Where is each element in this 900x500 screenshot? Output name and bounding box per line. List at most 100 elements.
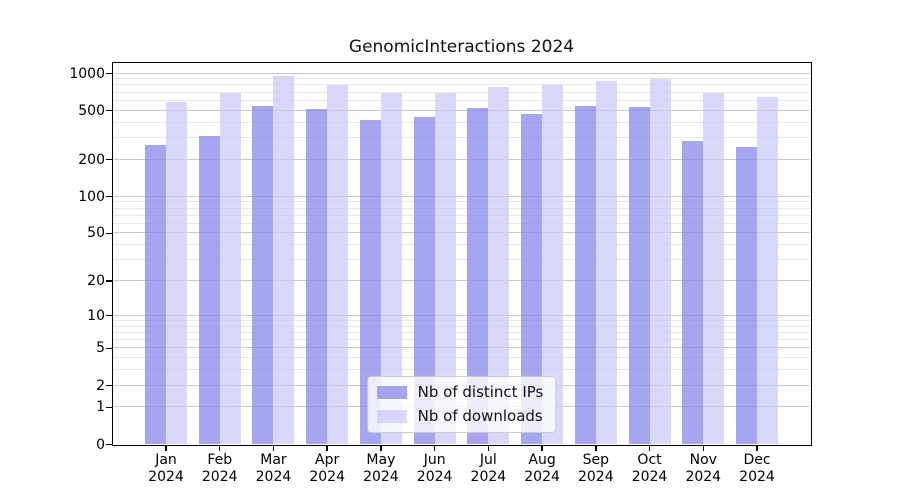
x-tick-month: Mar <box>260 452 287 468</box>
y-gridline-minor <box>113 121 810 123</box>
x-tick-mark <box>541 444 543 451</box>
y-tick-label: 50 <box>87 225 105 242</box>
x-tick-label: Jan 2024 <box>134 452 198 486</box>
legend-item-downloads: Nb of downloads <box>376 407 544 425</box>
y-gridline-major <box>113 280 810 281</box>
x-tick-month: Aug <box>528 452 556 468</box>
x-tick-label: Oct 2024 <box>618 452 682 486</box>
y-gridline-major <box>113 195 810 197</box>
x-tick-year: 2024 <box>470 469 507 485</box>
bar-distinct-ips <box>467 108 489 444</box>
y-gridline-minor <box>113 369 810 371</box>
y-tick-mark <box>106 280 113 282</box>
x-tick-month: Jun <box>423 452 446 468</box>
x-tick-mark <box>648 444 651 451</box>
x-tick-year: 2024 <box>577 469 614 485</box>
x-tick-month: Jan <box>155 452 177 468</box>
y-gridline-minor <box>113 214 810 216</box>
bar-distinct-ips <box>628 107 650 444</box>
y-tick-label: 10 <box>87 307 105 324</box>
y-gridline-minor <box>113 325 810 327</box>
y-tick-label: 1000 <box>69 65 105 82</box>
x-tick-mark <box>595 444 597 451</box>
y-tick-mark <box>106 158 113 161</box>
y-tick-label: 20 <box>87 273 105 289</box>
x-tick-year: 2024 <box>309 469 345 485</box>
x-tick-month: Jul <box>479 452 497 468</box>
legend-label-distinct-ips: Nb of distinct IPs <box>417 383 544 401</box>
x-tick-mark <box>218 444 221 451</box>
y-gridline-minor <box>113 91 810 93</box>
x-tick-year: 2024 <box>685 469 722 485</box>
bar-downloads <box>380 93 402 444</box>
bar-downloads <box>757 96 778 444</box>
y-tick-label: 5 <box>96 340 105 357</box>
y-gridline-major <box>113 347 810 349</box>
y-tick-mark <box>106 109 113 112</box>
y-tick-mark <box>106 443 113 446</box>
bar-distinct-ips <box>359 120 381 444</box>
x-tick-year: 2024 <box>255 469 292 485</box>
x-tick-mark <box>756 444 758 451</box>
y-tick-mark <box>106 195 113 198</box>
y-gridline-minor <box>113 99 810 101</box>
x-tick-year: 2024 <box>363 469 399 485</box>
legend: Nb of distinct IPs Nb of downloads <box>366 376 557 433</box>
x-tick-month: Dec <box>743 452 771 468</box>
x-tick-mark <box>165 444 167 451</box>
y-gridline-major <box>113 232 810 234</box>
bar-distinct-ips <box>736 146 757 444</box>
y-tick-mark <box>106 406 113 409</box>
legend-item-distinct-ips: Nb of distinct IPs <box>376 383 544 401</box>
y-gridline-minor <box>113 137 810 139</box>
x-tick-label: Jul 2024 <box>456 452 520 486</box>
y-gridline-major <box>113 72 810 74</box>
y-gridline-minor <box>113 357 810 359</box>
x-tick-mark <box>326 444 328 451</box>
y-gridline-minor <box>113 207 810 209</box>
y-tick-mark <box>106 384 113 387</box>
x-tick-label: Sep 2024 <box>564 452 628 486</box>
y-gridline-minor <box>113 244 810 246</box>
bar-downloads <box>488 86 510 444</box>
bar-downloads <box>649 79 671 444</box>
bar-downloads <box>434 93 456 444</box>
bar-distinct-ips <box>306 108 328 444</box>
legend-swatch-downloads <box>376 409 407 423</box>
bar-downloads <box>219 93 241 444</box>
bar-downloads <box>327 85 349 444</box>
y-gridline-major <box>113 109 810 111</box>
y-tick-label: 2 <box>96 377 105 394</box>
bar-distinct-ips <box>682 140 704 444</box>
x-tick-label: Dec 2024 <box>725 452 789 486</box>
y-gridline-minor <box>113 222 810 224</box>
x-tick-month: Sep <box>582 452 609 468</box>
bar-distinct-ips <box>521 113 543 444</box>
x-tick-month: Apr <box>315 452 340 468</box>
bar-downloads <box>703 93 725 444</box>
x-tick-mark <box>380 444 382 451</box>
y-gridline-major <box>113 158 810 160</box>
bar-downloads <box>166 101 187 444</box>
x-tick-label: Aug 2024 <box>510 452 574 486</box>
x-tick-label: May 2024 <box>349 452 413 486</box>
bar-distinct-ips <box>252 106 274 444</box>
x-tick-month: Oct <box>637 452 662 468</box>
y-gridline-minor <box>113 78 810 80</box>
x-tick-year: 2024 <box>148 469 184 485</box>
x-tick-label: Apr 2024 <box>295 452 359 486</box>
x-tick-year: 2024 <box>416 469 453 485</box>
bar-downloads <box>595 81 617 444</box>
legend-label-downloads: Nb of downloads <box>417 407 543 425</box>
bar-downloads <box>273 76 295 444</box>
x-tick-year: 2024 <box>739 469 775 485</box>
y-gridline-minor <box>113 319 810 321</box>
y-gridline-minor <box>113 201 810 203</box>
x-tick-month: May <box>366 452 396 468</box>
x-tick-label: Jun 2024 <box>403 452 467 486</box>
y-gridline-major <box>113 314 810 316</box>
y-gridline-minor <box>113 339 810 340</box>
y-tick-label: 500 <box>78 102 105 119</box>
x-tick-year: 2024 <box>631 469 668 485</box>
